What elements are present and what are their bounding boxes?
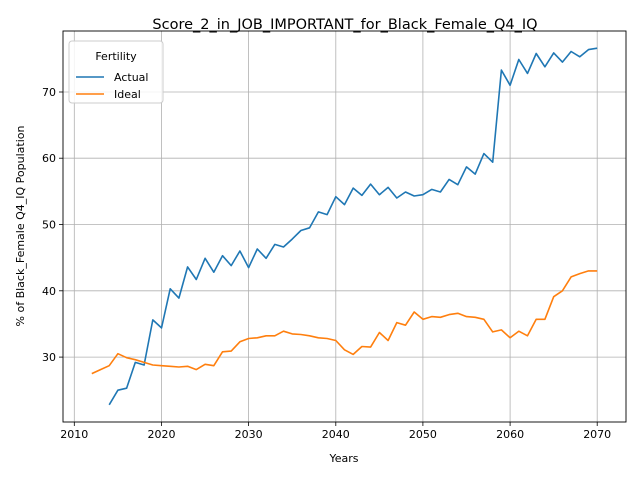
plot-area xyxy=(62,30,627,423)
series-line-actual xyxy=(108,47,598,406)
legend-title: Fertility xyxy=(95,50,137,63)
legend-frame xyxy=(68,40,164,104)
x-tick-label: 2060 xyxy=(496,428,524,441)
y-tick-label: 60 xyxy=(42,152,56,165)
x-tick-label: 2070 xyxy=(583,428,611,441)
legend-label-ideal: Ideal xyxy=(114,88,141,101)
series-lines xyxy=(91,47,598,406)
x-tick-label: 2010 xyxy=(60,428,88,441)
x-tick-label: 2020 xyxy=(148,428,176,441)
y-axis-label: % of Black_Female Q4_IQ Population xyxy=(14,126,27,327)
legend-label-actual: Actual xyxy=(114,71,148,84)
y-tick-label: 50 xyxy=(42,219,56,232)
x-tick-label: 2030 xyxy=(235,428,263,441)
y-tick-label: 40 xyxy=(42,285,56,298)
x-axis: 2010 2020 2030 2040 2050 2060 2070 xyxy=(60,422,611,441)
chart-title: Score_2_in_JOB_IMPORTANT_for_Black_Femal… xyxy=(152,17,537,33)
x-axis-label: Years xyxy=(328,452,358,465)
series-line-ideal xyxy=(91,270,598,375)
y-tick-label: 70 xyxy=(42,86,56,99)
legend: Fertility Actual Ideal xyxy=(68,40,164,104)
x-tick-label: 2040 xyxy=(322,428,350,441)
y-tick-label: 30 xyxy=(42,351,56,364)
y-axis: 30 40 50 60 70 xyxy=(42,86,63,364)
x-tick-label: 2050 xyxy=(409,428,437,441)
